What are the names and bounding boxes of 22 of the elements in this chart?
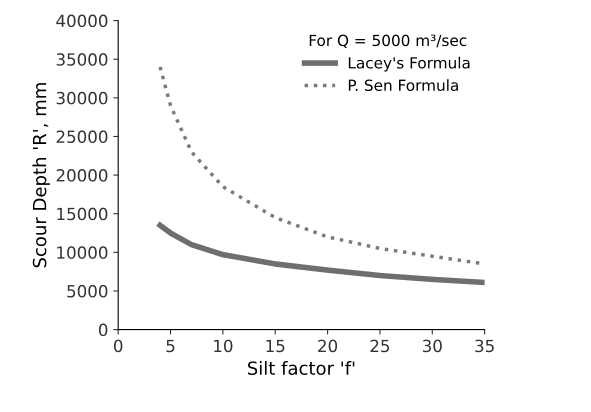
x-tick-label: 35 bbox=[475, 340, 494, 352]
x-tick-label: 10 bbox=[214, 340, 232, 352]
y-tick-label: 15000 bbox=[57, 208, 108, 220]
y-tick-label: 5000 bbox=[67, 284, 108, 298]
x-tick-label: 20 bbox=[318, 340, 338, 352]
y-tick-label: 35000 bbox=[56, 53, 108, 66]
x-tick-label: 30 bbox=[422, 340, 442, 352]
y-axis-title: Scour Depth 'R', mm bbox=[32, 83, 50, 268]
legend-title: For Q = 5000 m³/sec bbox=[310, 34, 466, 48]
x-tick-label: 25 bbox=[370, 340, 390, 352]
y-tick-label: 40000 bbox=[56, 14, 108, 28]
legend-label: Lacey's Formula bbox=[348, 56, 470, 72]
x-tick-label: 15 bbox=[266, 340, 284, 352]
legend-label: P. Sen Formula bbox=[348, 79, 458, 92]
y-tick-label: 30000 bbox=[56, 92, 108, 104]
x-axis-title: Silt factor 'f' bbox=[248, 361, 354, 375]
y-tick-label: 0 bbox=[98, 324, 108, 336]
y-tick-label: 25000 bbox=[56, 130, 108, 144]
x-tick-label: 0 bbox=[114, 340, 122, 352]
x-tick-label: 5 bbox=[166, 340, 174, 352]
y-tick-label: 10000 bbox=[57, 246, 108, 259]
y-tick-label: 20000 bbox=[56, 169, 108, 182]
